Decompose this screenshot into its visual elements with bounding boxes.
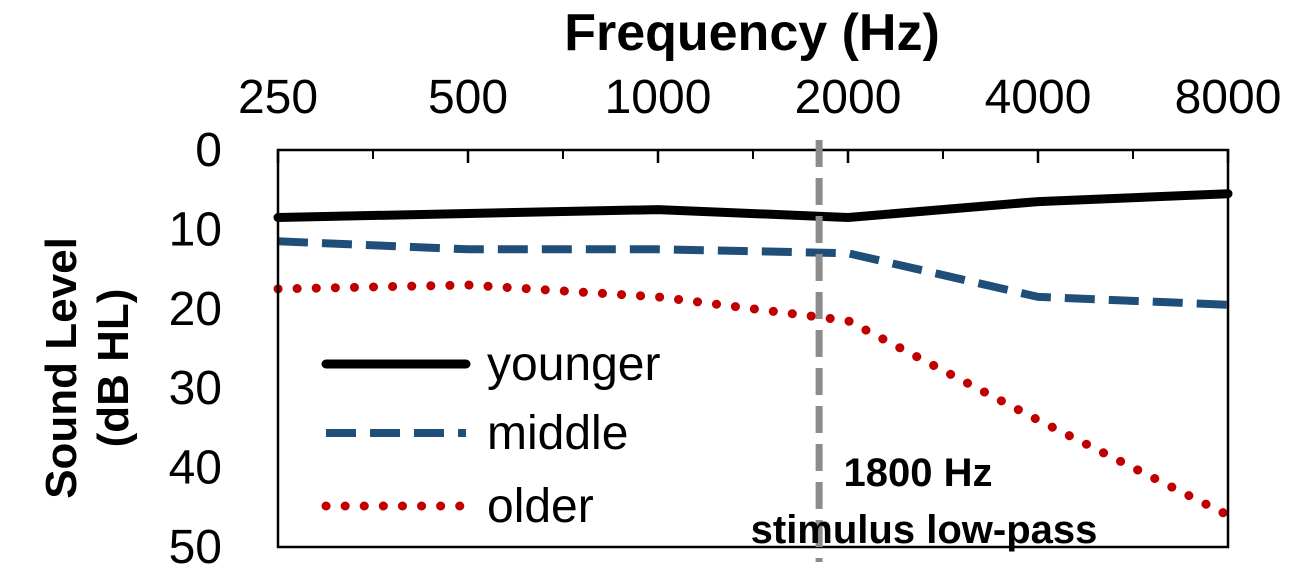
series-line-middle (277, 237, 1229, 309)
x-tick-label: 8000 (1175, 71, 1282, 124)
legend-label-younger: younger (487, 338, 660, 391)
annotation: 1800 Hz stimulus low-pass (751, 140, 1098, 562)
legend-label-older: older (487, 480, 594, 533)
legend: younger middle older (321, 338, 660, 533)
x-tick-label: 250 (238, 71, 318, 124)
y-tick-label: 20 (169, 283, 222, 336)
x-axis-title: Frequency (Hz) (564, 4, 940, 62)
annotation-label-1: 1800 Hz (844, 451, 993, 495)
y-tick-label: 0 (195, 124, 222, 177)
x-tick-label: 4000 (985, 71, 1092, 124)
y-tick-label: 40 (169, 442, 222, 495)
legend-label-middle: middle (487, 407, 628, 460)
series-line-younger (273, 189, 1233, 222)
series-line-older (273, 280, 1233, 520)
x-tick-label: 1000 (605, 71, 712, 124)
y-axis-title-line2: (dB HL) (89, 289, 138, 448)
annotation-label-2: stimulus low-pass (751, 508, 1098, 552)
x-tick-label: 500 (428, 71, 508, 124)
plot-area (273, 189, 1233, 520)
y-tick-label: 10 (169, 203, 222, 256)
y-tick-label: 30 (169, 362, 222, 415)
y-axis-title: Sound Level (dB HL) (37, 237, 138, 499)
axes: 250 500 1000 2000 4000 8000 0 10 20 30 40 50 (169, 71, 1282, 574)
y-tick-label: 50 (169, 521, 222, 574)
y-axis-title-line1: Sound Level (37, 237, 86, 499)
x-tick-label: 2000 (795, 71, 902, 124)
